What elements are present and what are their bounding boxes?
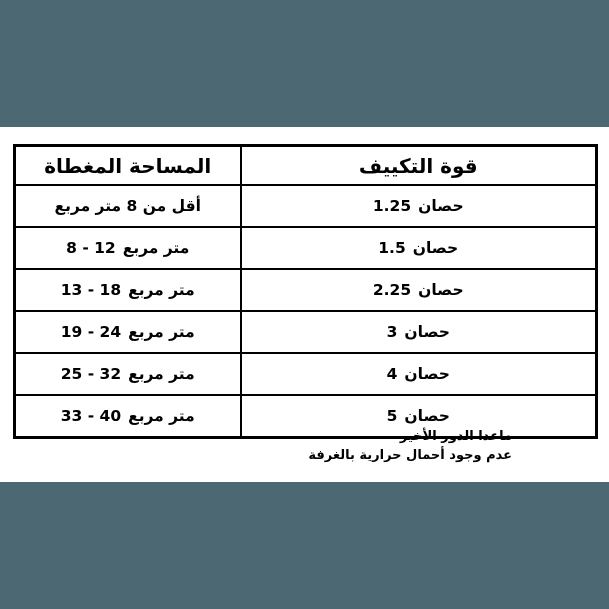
power-value: 3 (386, 323, 398, 341)
power-cell: 5 حصان (239, 394, 598, 439)
area-text: 8 - 12 متر مربع (66, 239, 189, 257)
footnotes: ماعدا الدور الأخير عدم وجود أحمال حرارية… (308, 427, 512, 465)
header-covered-area: المساحة المغطاة (13, 144, 242, 186)
area-text: 19 - 24 متر مربع (61, 323, 195, 341)
area-cell: 25 - 32 متر مربع (13, 352, 242, 396)
footnote-line: عدم وجود أحمال حرارية بالغرفة (308, 448, 512, 463)
table-row: أقل من 8 متر مربع 1.25 حصان (13, 184, 598, 228)
area-range: 13 - 18 (60, 281, 122, 299)
area-unit: متر مربع (122, 239, 190, 257)
power-text: 1.5 حصان (378, 239, 458, 257)
power-value: 2.25 (372, 281, 412, 299)
power-text: 5 حصان (387, 407, 450, 425)
area-unit: متر مربع (128, 323, 195, 341)
power-unit: حصان (404, 365, 450, 383)
power-unit: حصان (412, 239, 459, 257)
power-text: 1.25 حصان (373, 197, 464, 215)
table-row: 8 - 12 متر مربع 1.5 حصان (13, 226, 598, 270)
table-row: 13 - 18 متر مربع 2.25 حصان (13, 268, 598, 312)
footnote-line: ماعدا الدور الأخير (399, 429, 512, 444)
table-row: 25 - 32 متر مربع 4 حصان (13, 352, 598, 396)
area-unit: متر مربع (128, 407, 195, 425)
power-cell: 2.25 حصان (239, 268, 598, 312)
power-unit: حصان (418, 197, 464, 215)
area-range: 19 - 24 (60, 323, 122, 341)
area-text: 33 - 40 متر مربع (61, 407, 195, 425)
bottom-letterbox-band (0, 482, 609, 609)
power-unit: حصان (404, 323, 450, 341)
table-header-row: المساحة المغطاة قوة التكييف (13, 144, 598, 186)
ac-sizing-table: المساحة المغطاة قوة التكييف أقل من 8 متر… (13, 144, 598, 439)
area-cell: 8 - 12 متر مربع (13, 226, 242, 270)
area-text: أقل من 8 متر مربع (55, 197, 201, 215)
power-value: 1.5 (378, 239, 406, 257)
area-unit: متر مربع (128, 365, 195, 383)
area-unit: متر مربع (128, 281, 195, 299)
area-cell: 13 - 18 متر مربع (13, 268, 242, 312)
power-unit: حصان (418, 281, 464, 299)
power-unit: حصان (404, 407, 450, 425)
area-cell: أقل من 8 متر مربع (13, 184, 242, 228)
power-cell: 1.5 حصان (239, 226, 598, 270)
table-row: 33 - 40 متر مربع 5 حصان (13, 394, 598, 439)
power-value: 5 (386, 407, 398, 425)
power-cell: 1.25 حصان (239, 184, 598, 228)
power-text: 3 حصان (387, 323, 450, 341)
top-letterbox-band (0, 0, 609, 127)
table-row: 19 - 24 متر مربع 3 حصان (13, 310, 598, 354)
power-value: 1.25 (372, 197, 412, 215)
area-range: 25 - 32 (60, 365, 122, 383)
power-text: 2.25 حصان (373, 281, 464, 299)
power-text: 4 حصان (387, 365, 450, 383)
power-cell: 3 حصان (239, 310, 598, 354)
area-cell: 33 - 40 متر مربع (13, 394, 242, 439)
area-unit: أقل من 8 متر مربع (54, 197, 201, 215)
area-text: 25 - 32 متر مربع (61, 365, 195, 383)
header-ac-power-label: قوة التكييف (358, 153, 478, 178)
header-covered-area-label: المساحة المغطاة (44, 153, 212, 178)
power-value: 4 (386, 365, 398, 383)
power-cell: 4 حصان (239, 352, 598, 396)
area-range: 33 - 40 (60, 407, 122, 425)
area-range: 8 - 12 (66, 239, 116, 257)
area-text: 13 - 18 متر مربع (61, 281, 195, 299)
header-ac-power: قوة التكييف (239, 144, 598, 186)
area-cell: 19 - 24 متر مربع (13, 310, 242, 354)
